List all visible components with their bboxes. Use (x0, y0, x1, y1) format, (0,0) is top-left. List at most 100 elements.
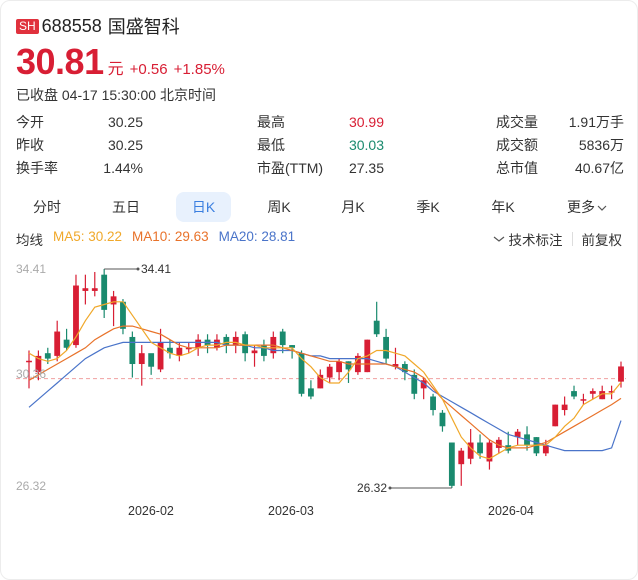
tab-more-label: 更多 (567, 199, 595, 215)
candle-body (120, 301, 126, 329)
stat-value-amount: 5836万 (578, 137, 624, 153)
candle-body (157, 342, 164, 370)
ma-legend: 均线 MA5: 30.22 MA10: 29.63 MA20: 28.81 (16, 229, 295, 249)
ma5-value: MA5: 30.22 (53, 229, 123, 244)
current-price: 30.81 (16, 41, 104, 82)
tab-intraday[interactable]: 分时 (33, 199, 61, 215)
candle-body (345, 361, 352, 370)
candle-body (477, 442, 483, 454)
chevron-down-icon (493, 236, 504, 242)
exchange-badge: SH (16, 18, 39, 34)
candle-body (336, 361, 343, 373)
candle-body (552, 404, 559, 427)
price-row: 30.81 元 +0.56 +1.85% (16, 41, 231, 83)
annotate-toggle[interactable]: 技术标注 (493, 229, 563, 249)
stat-value-market-cap: 40.67亿 (574, 160, 624, 176)
ma10-line (28, 325, 622, 449)
candle-body (223, 336, 230, 346)
x-axis-label-feb: 2026-02 (128, 504, 174, 518)
candle-body (608, 391, 615, 393)
y-axis-bottom-label: 26.32 (16, 479, 47, 493)
candle-body (420, 380, 427, 389)
candle-body (383, 336, 389, 359)
candle-body (618, 366, 624, 382)
stat-label-low: 最低 (257, 137, 285, 153)
candle-body (514, 431, 521, 438)
candle-body (82, 288, 89, 291)
high-marker-label: 34.41 (141, 262, 171, 276)
candle-body (298, 353, 305, 394)
divider (571, 232, 573, 246)
candle-body (176, 347, 183, 356)
candle-body (138, 353, 145, 365)
adjust-mode-button[interactable]: 前复权 (581, 233, 623, 248)
tab-monthly-k[interactable]: 月K (341, 199, 365, 215)
x-axis-label-mar: 2026-03 (268, 504, 314, 518)
ma10-value: MA10: 29.63 (132, 229, 209, 244)
candle-body (148, 353, 155, 367)
candle-body (129, 336, 136, 365)
chevron-down-icon (597, 205, 607, 211)
stat-label-market-cap: 总市值 (496, 160, 538, 176)
price-change: +0.56 (129, 61, 168, 78)
candle-body (401, 364, 408, 373)
candle-body (580, 399, 587, 401)
stat-value-open: 30.25 (107, 114, 143, 130)
candle-body (373, 320, 380, 335)
market-status: 已收盘 04-17 15:30:00 北京时间 (16, 87, 216, 103)
candle-body (101, 274, 108, 310)
ma20-line (28, 341, 622, 452)
candle-body (392, 364, 399, 367)
stat-label-pe: 市盈(TTM) (257, 160, 324, 176)
stat-label-amount: 成交额 (496, 137, 538, 153)
high-marker-dot (136, 267, 140, 271)
tab-daily-k[interactable]: 日K (176, 192, 231, 222)
stat-label-volume: 成交量 (496, 114, 538, 130)
stat-label-open: 今开 (16, 114, 44, 130)
candle-body (232, 336, 239, 346)
candle-body (495, 439, 502, 448)
stat-value-prev-close: 30.25 (107, 137, 143, 153)
stat-value-low: 30.03 (348, 137, 384, 153)
candle-body (167, 347, 173, 354)
candle-body (289, 345, 296, 348)
candle-body (91, 288, 98, 291)
ma20-value: MA20: 28.81 (218, 229, 296, 244)
candle-body (26, 360, 32, 363)
ma5-line (28, 301, 622, 460)
price-change-pct: +1.85% (173, 61, 225, 78)
candle-body (561, 404, 568, 411)
tab-yearly-k[interactable]: 年K (491, 199, 515, 215)
ma-label: 均线 (16, 233, 43, 248)
candle-body (430, 396, 436, 411)
tab-weekly-k[interactable]: 周K (267, 199, 291, 215)
annotate-label: 技术标注 (508, 233, 563, 248)
stat-label-turnover: 换手率 (16, 160, 58, 176)
stock-code: 688558 (41, 15, 102, 36)
candle-body (411, 374, 418, 394)
low-marker-dot (388, 486, 392, 490)
candle-body (110, 296, 117, 305)
stat-value-volume: 1.91万手 (568, 114, 624, 130)
candle-body (599, 391, 606, 400)
stock-name: 国盛智科 (107, 17, 180, 37)
candle-body (589, 391, 596, 394)
candle-body (486, 442, 493, 462)
candle-body (317, 374, 324, 389)
candle-body (73, 285, 79, 346)
stat-value-pe: 27.35 (348, 160, 384, 176)
stock-title-row: SH 688558 国盛智科 (16, 13, 180, 39)
candlestick-chart[interactable]: 34.41 26.32 (1, 251, 638, 501)
period-tabs: 分时 五日 日K 周K 月K 季K 年K 更多 (1, 192, 638, 222)
chart-controls: 技术标注 前复权 (493, 229, 623, 249)
candle-body (214, 339, 220, 348)
tab-five-day[interactable]: 五日 (112, 199, 140, 215)
stat-value-turnover: 1.44% (103, 160, 143, 176)
candle-body (35, 355, 42, 373)
stat-value-high: 30.99 (348, 114, 384, 130)
candle-body (63, 339, 70, 348)
tab-more[interactable]: 更多 (559, 192, 615, 222)
tab-quarterly-k[interactable]: 季K (416, 199, 440, 215)
price-unit: 元 (107, 61, 124, 78)
